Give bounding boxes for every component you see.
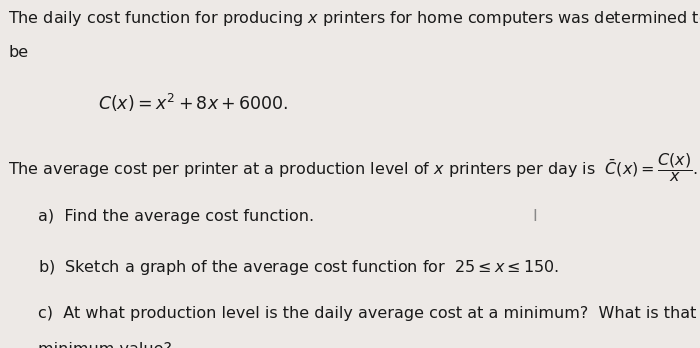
Text: c)  At what production level is the daily average cost at a minimum?  What is th: c) At what production level is the daily…	[38, 306, 697, 321]
Text: The daily cost function for producing $x$ printers for home computers was determ: The daily cost function for producing $x…	[8, 9, 700, 28]
Text: a)  Find the average cost function.: a) Find the average cost function.	[38, 209, 314, 224]
Text: be: be	[8, 45, 29, 60]
Text: b)  Sketch a graph of the average cost function for  $25 \leq x \leq 150$.: b) Sketch a graph of the average cost fu…	[38, 258, 560, 277]
Text: I: I	[532, 209, 537, 224]
Text: The average cost per printer at a production level of $x$ printers per day is  $: The average cost per printer at a produc…	[8, 151, 699, 184]
Text: minimum value?: minimum value?	[38, 342, 172, 348]
Text: $C(x) = x^2 +8x+ 6000.$: $C(x) = x^2 +8x+ 6000.$	[98, 92, 288, 114]
